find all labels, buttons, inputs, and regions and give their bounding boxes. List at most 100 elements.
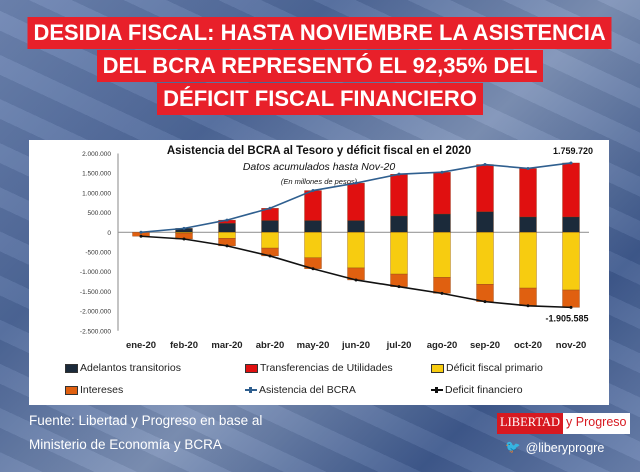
headline-line-2: DEL BCRA REPRESENTÓ EL 92,35% DEL <box>0 50 640 82</box>
legend-label: Intereses <box>80 384 124 396</box>
chart-unit-note: (En millones de pesos) <box>280 177 358 186</box>
bar-intereses <box>519 287 537 306</box>
y-tick-label: 0 <box>107 230 111 237</box>
bar-d-ficit-fiscal-primario <box>562 232 580 291</box>
data-label-max: 1.759.720 <box>553 146 593 156</box>
legend-swatch <box>245 363 258 373</box>
y-tick-label: 1.500.000 <box>82 171 111 178</box>
x-tick-label: jun-20 <box>341 340 370 351</box>
headline-line-1: DESIDIA FISCAL: HASTA NOVIEMBRE LA ASIST… <box>0 17 640 49</box>
line-deficit-point <box>440 291 444 295</box>
line-deficit-point <box>268 254 272 258</box>
bar-d-ficit-fiscal-primario <box>519 232 537 289</box>
y-tick-label: -500.000 <box>85 250 111 257</box>
line-asistencia-point <box>440 170 444 174</box>
line-deficit-point <box>483 300 487 304</box>
line-asistencia-point <box>268 206 272 210</box>
line-asistencia-point <box>569 161 573 165</box>
x-tick-label: abr-20 <box>256 340 285 351</box>
bar-d-ficit-fiscal-primario <box>433 232 451 278</box>
bar-adelantos-transitorios <box>476 211 494 233</box>
legend-label: Asistencia del BCRA <box>259 384 356 396</box>
line-deficit-point <box>225 244 229 248</box>
bar-d-ficit-fiscal-primario <box>218 232 236 239</box>
legend-deficit: Deficit financiero <box>431 384 523 396</box>
y-tick-label: -1.500.000 <box>80 289 111 296</box>
legend-adelantos: Adelantos transitorios <box>65 362 181 374</box>
x-tick-label: nov-20 <box>556 340 587 351</box>
bar-adelantos-transitorios <box>304 220 322 233</box>
y-tick-label: -2.000.000 <box>80 309 111 316</box>
bar-d-ficit-fiscal-primario <box>390 232 408 275</box>
bar-d-ficit-fiscal-primario <box>304 232 322 258</box>
bar-adelantos-transitorios <box>347 220 365 233</box>
line-asistencia-point <box>311 189 315 193</box>
legend-label: Deficit financiero <box>445 384 523 396</box>
logo-left: LIBERTAD <box>497 413 564 434</box>
legend-swatch <box>65 385 78 395</box>
x-tick-label: may-20 <box>297 340 330 351</box>
y-tick-label: -1.000.000 <box>80 269 111 276</box>
bar-d-ficit-fiscal-primario <box>347 232 365 269</box>
bar-transferencias-de-utilidades <box>304 190 322 221</box>
line-deficit-point <box>354 278 358 282</box>
legend-label: Adelantos transitorios <box>80 362 181 374</box>
bar-intereses <box>433 277 451 294</box>
line-deficit-point <box>397 285 401 289</box>
x-tick-label: ene-20 <box>126 340 156 351</box>
logo: LIBERTAD y Progreso <box>497 413 630 434</box>
chart-panel: Asistencia del BCRA al Tesoro y déficit … <box>29 140 609 405</box>
line-deficit-point <box>139 234 143 238</box>
bar-adelantos-transitorios <box>519 216 537 233</box>
y-tick-label: -2.500.000 <box>80 328 111 335</box>
chart-subtitle: Datos acumulados hasta Nov-20 <box>242 161 396 173</box>
bar-adelantos-transitorios <box>261 220 279 233</box>
bar-d-ficit-fiscal-primario <box>261 232 279 249</box>
x-tick-label: sep-20 <box>470 340 500 351</box>
headline-text: DÉFICIT FISCAL FINANCIERO <box>157 83 483 115</box>
line-asistencia-point <box>483 163 487 167</box>
bar-transferencias-de-utilidades <box>476 164 494 212</box>
twitter-label: @liberyprogre <box>525 440 605 455</box>
bar-transferencias-de-utilidades <box>390 174 408 217</box>
twitter-icon: 🐦 <box>505 440 521 454</box>
y-tick-label: 1.000.000 <box>82 190 111 197</box>
bar-adelantos-transitorios <box>433 213 451 233</box>
bar-intereses <box>562 289 580 308</box>
x-tick-label: ago-20 <box>427 340 458 351</box>
bar-transferencias-de-utilidades <box>347 182 365 221</box>
line-deficit-point <box>526 304 530 308</box>
logo-right: y Progreso <box>563 413 630 434</box>
bar-adelantos-transitorios <box>390 215 408 233</box>
line-asistencia-point <box>182 226 186 230</box>
line-asistencia-point <box>225 218 229 222</box>
y-tick-label: 500.000 <box>88 210 112 217</box>
headline-line-3: DÉFICIT FISCAL FINANCIERO <box>0 83 640 115</box>
x-tick-label: oct-20 <box>514 340 542 351</box>
headline-text: DEL BCRA REPRESENTÓ EL 92,35% DEL <box>96 50 544 82</box>
legend-asistencia: Asistencia del BCRA <box>245 384 356 396</box>
line-deficit-point <box>311 267 315 271</box>
headline-text: DESIDIA FISCAL: HASTA NOVIEMBRE LA ASIST… <box>27 17 613 49</box>
line-asistencia-point <box>526 166 530 170</box>
legend-line <box>431 387 443 393</box>
legend-transferencias: Transferencias de Utilidades <box>245 362 393 374</box>
bar-intereses <box>476 284 494 302</box>
chart-title: Asistencia del BCRA al Tesoro y déficit … <box>166 145 472 157</box>
line-deficit-point <box>569 305 573 309</box>
data-label-min: -1.905.585 <box>545 313 588 323</box>
legend-line <box>245 387 257 393</box>
bar-transferencias-de-utilidades <box>562 162 580 218</box>
bar-transferencias-de-utilidades <box>519 168 537 218</box>
legend-swatch <box>431 363 444 373</box>
chart-plot: 2.000.000 1.500.000 1.000.000 500.000 0 -500.… <box>80 146 593 351</box>
x-tick-label: jul-20 <box>386 340 412 351</box>
bar-d-ficit-fiscal-primario <box>476 232 494 285</box>
bar-adelantos-transitorios <box>562 216 580 233</box>
line-asistencia-point <box>354 181 358 185</box>
twitter-handle[interactable]: 🐦 @liberyprogre <box>505 440 604 455</box>
bar-transferencias-de-utilidades <box>433 172 451 215</box>
y-tick-label: 2.000.000 <box>82 151 111 158</box>
line-deficit-point <box>182 237 186 241</box>
legend-primario: Déficit fiscal primario <box>431 362 543 374</box>
